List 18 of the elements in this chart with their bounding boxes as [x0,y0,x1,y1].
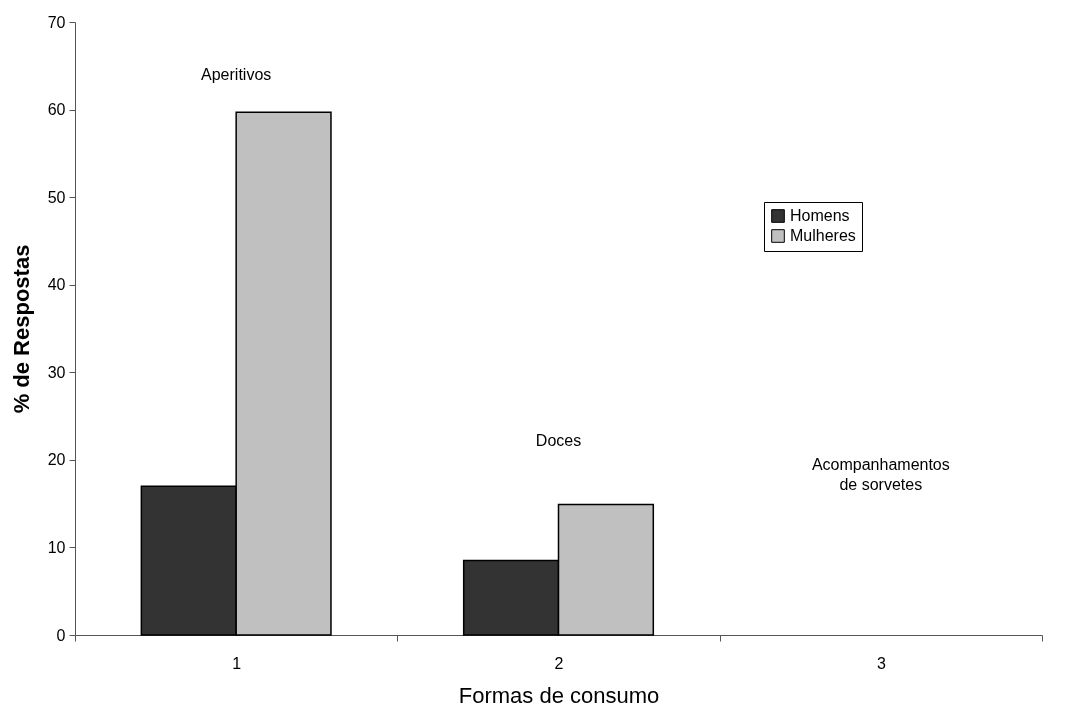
annotation: Doces [535,432,582,449]
annotation: Acompanhamentos de sorvetes [811,456,950,493]
y-tick-label: 20 [47,451,66,469]
x-tick-label: 1 [232,654,242,672]
y-axis-title: % de Respostas [8,244,34,414]
x-tick-label: 3 [876,654,886,672]
y-tick-label: 0 [56,626,66,644]
x-tick-label: 2 [554,654,564,672]
y-tick-label: 60 [47,101,66,119]
annotation: Aperitivos [201,66,272,83]
legend-label: Homens [790,207,850,224]
y-tick-label: 40 [47,276,66,294]
x-axis-title: Formas de consumo [458,682,660,708]
y-tick-label: 30 [47,363,66,381]
legend-label: Mulheres [790,227,856,244]
y-tick-label: 50 [47,188,66,206]
y-tick-label: 10 [47,538,66,556]
y-tick-label: 70 [47,13,66,31]
